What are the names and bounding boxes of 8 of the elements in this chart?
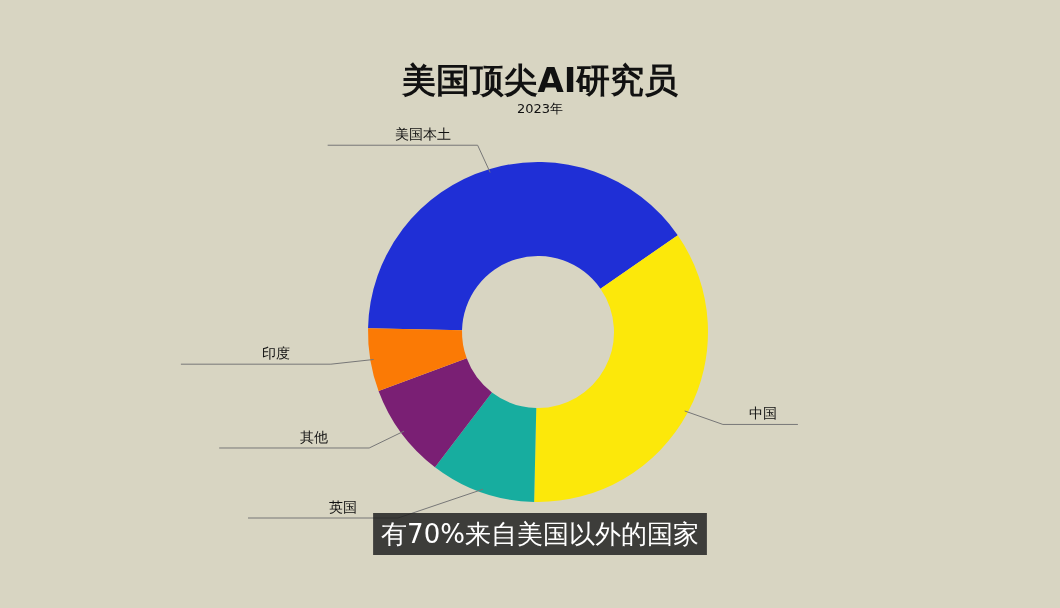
slice-label: 美国本土	[394, 126, 451, 143]
slice-label: 其他	[300, 428, 329, 445]
slice-label: 英国	[329, 499, 357, 515]
chart-title: 美国顶尖AI研究员	[400, 60, 679, 100]
slice-label: 中国	[748, 405, 777, 422]
chart-subtitle: 2023年	[516, 101, 564, 116]
slice-label: 印度	[261, 345, 290, 362]
text: 有70%来自美国以外的国家	[381, 519, 699, 549]
